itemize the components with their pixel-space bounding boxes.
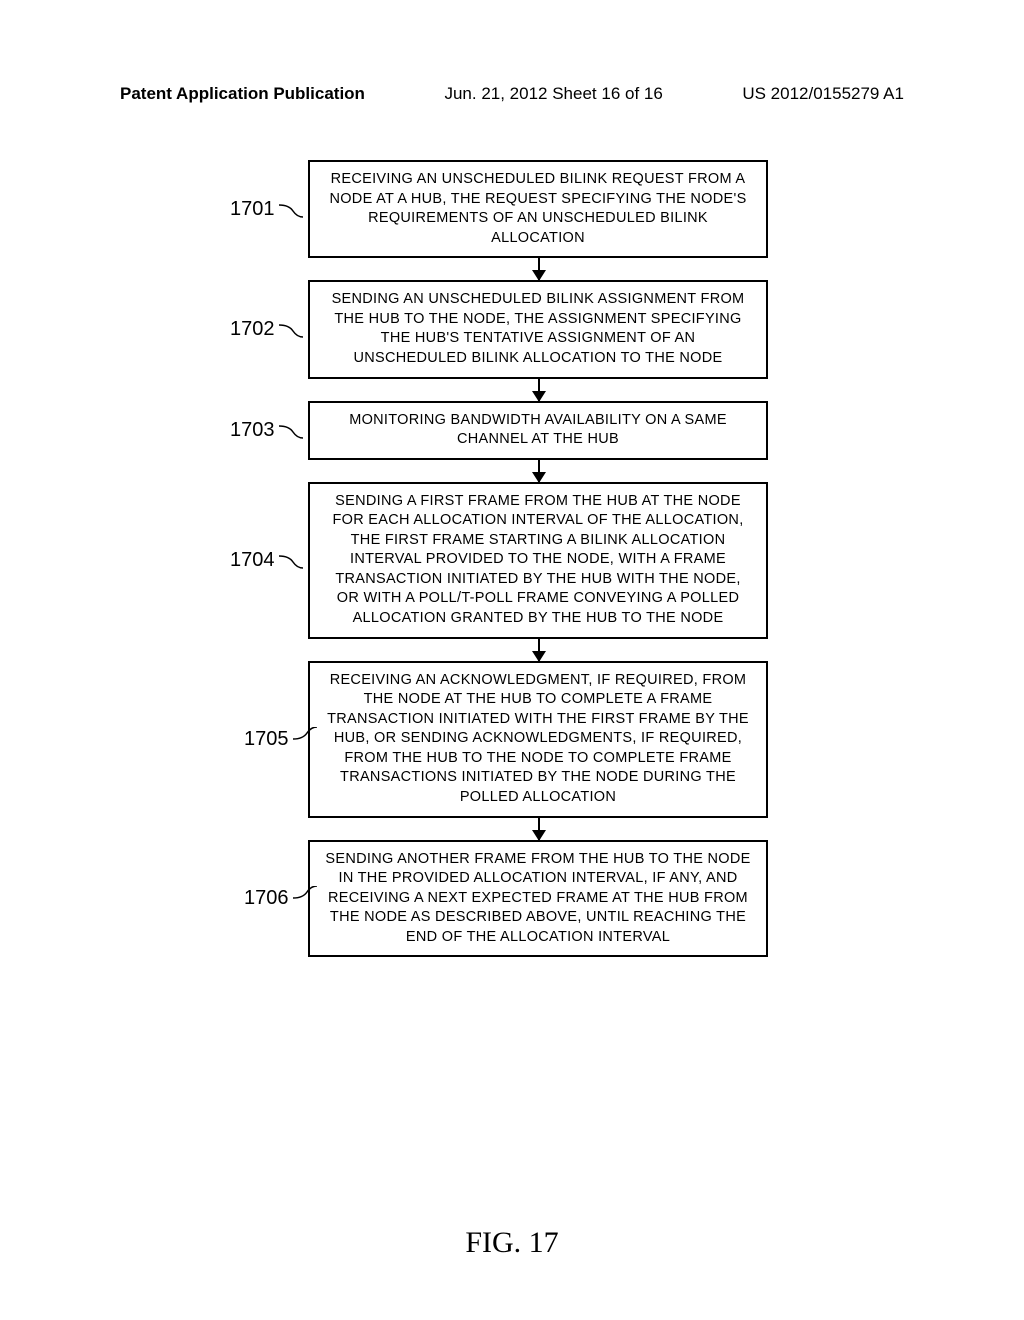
step-label: 1704	[230, 548, 303, 572]
connector-curve-icon	[279, 197, 303, 221]
step-box: SENDING A FIRST FRAME FROM THE HUB AT TH…	[308, 482, 768, 639]
step-box: RECEIVING AN UNSCHEDULED BILINK REQUEST …	[308, 160, 768, 258]
flowchart-step: 1704SENDING A FIRST FRAME FROM THE HUB A…	[240, 482, 780, 639]
step-label: 1701	[230, 197, 303, 221]
header-center-text: Jun. 21, 2012 Sheet 16 of 16	[444, 84, 662, 104]
flowchart-step: 1705 RECEIVING AN ACKNOWLEDGMENT, IF REQU…	[240, 661, 780, 818]
step-box: SENDING AN UNSCHEDULED BILINK ASSIGNMENT…	[308, 280, 768, 378]
step-label-text: 1702	[230, 318, 275, 341]
flowchart-step: 1703MONITORING BANDWIDTH AVAILABILITY ON…	[240, 401, 780, 460]
flowchart-container: 1701RECEIVING AN UNSCHEDULED BILINK REQU…	[240, 160, 780, 957]
connector-curve-icon	[279, 317, 303, 341]
flowchart-step: 1702SENDING AN UNSCHEDULED BILINK ASSIGN…	[240, 280, 780, 378]
step-label-text: 1701	[230, 198, 275, 221]
step-label-text: 1703	[230, 419, 275, 442]
page-header: Patent Application Publication Jun. 21, …	[0, 84, 1024, 104]
connector-curve-icon	[279, 418, 303, 442]
step-label: 1705	[244, 727, 317, 751]
step-box: RECEIVING AN ACKNOWLEDGMENT, IF REQUIRED…	[308, 661, 768, 818]
arrow-down-icon	[538, 818, 540, 840]
step-label-text: 1706	[244, 887, 289, 910]
step-label: 1702	[230, 317, 303, 341]
step-label: 1703	[230, 418, 303, 442]
figure-label: FIG. 17	[0, 1226, 1024, 1260]
step-label-text: 1705	[244, 728, 289, 751]
header-right-text: US 2012/0155279 A1	[742, 84, 904, 104]
arrow-down-icon	[538, 460, 540, 482]
arrow-down-icon	[538, 639, 540, 661]
flowchart-step: 1701RECEIVING AN UNSCHEDULED BILINK REQU…	[240, 160, 780, 258]
flowchart-step: 1706 SENDING ANOTHER FRAME FROM THE HUB T…	[240, 840, 780, 958]
step-label: 1706	[244, 886, 317, 910]
arrow-down-icon	[538, 379, 540, 401]
connector-curve-icon	[293, 886, 317, 910]
connector-curve-icon	[293, 727, 317, 751]
connector-curve-icon	[279, 548, 303, 572]
step-label-text: 1704	[230, 549, 275, 572]
arrow-down-icon	[538, 258, 540, 280]
step-box: SENDING ANOTHER FRAME FROM THE HUB TO TH…	[308, 840, 768, 958]
header-left-text: Patent Application Publication	[120, 84, 365, 104]
step-box: MONITORING BANDWIDTH AVAILABILITY ON A S…	[308, 401, 768, 460]
